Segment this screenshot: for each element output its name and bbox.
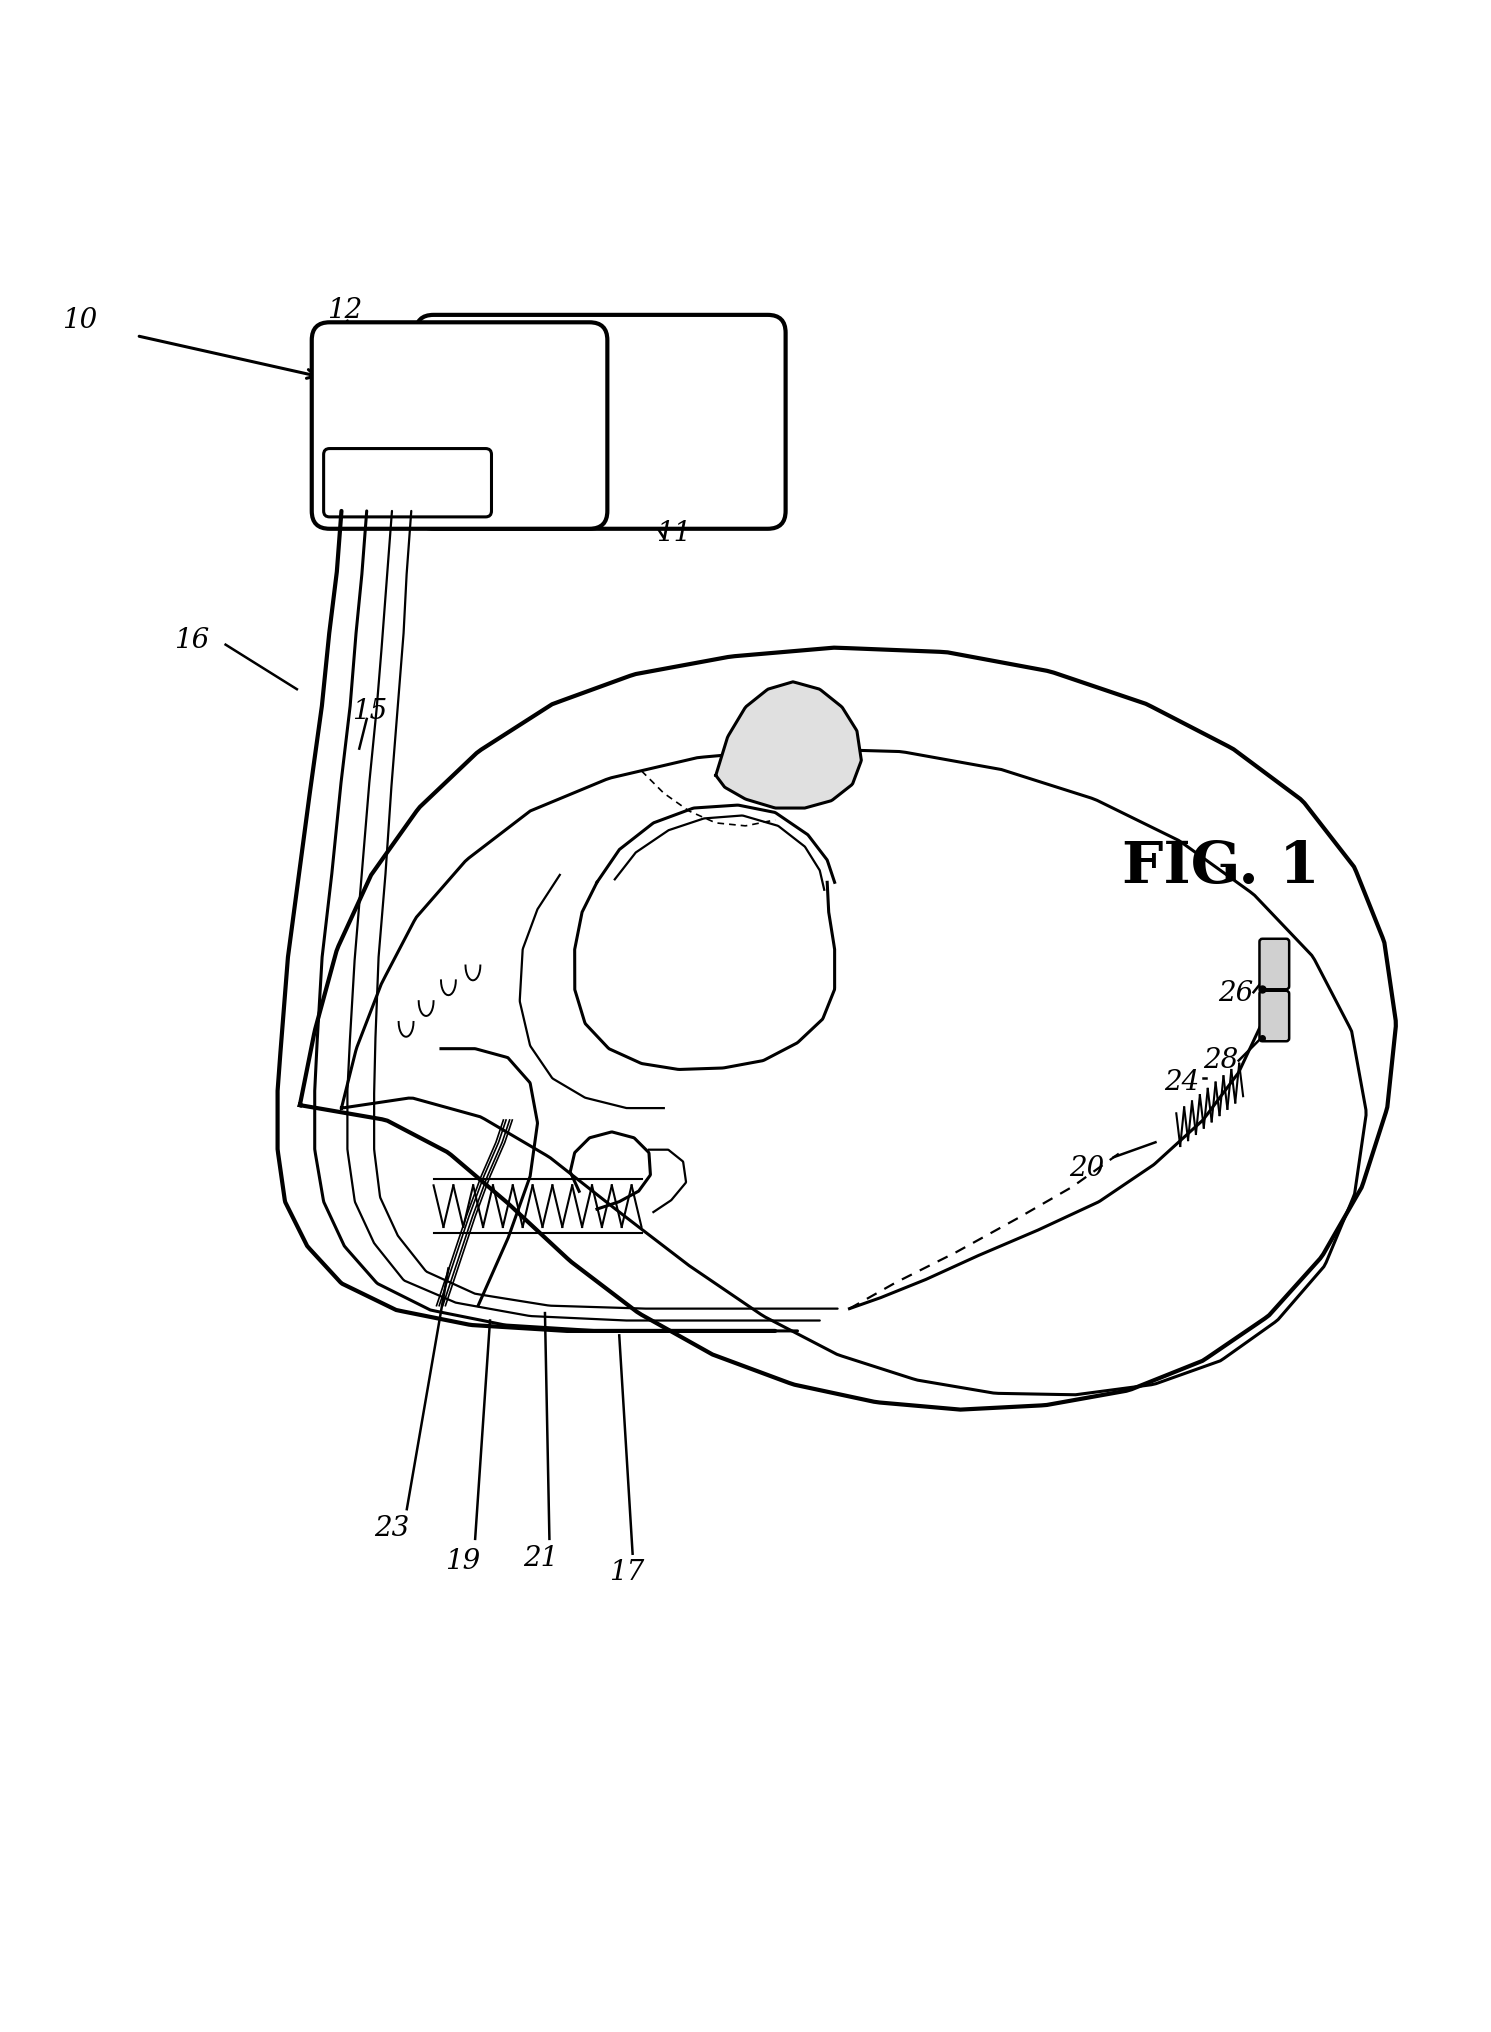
Text: 28: 28 bbox=[1203, 1046, 1238, 1075]
FancyBboxPatch shape bbox=[1260, 939, 1290, 990]
Text: 11: 11 bbox=[656, 520, 692, 547]
Text: 15: 15 bbox=[352, 697, 388, 725]
FancyBboxPatch shape bbox=[324, 449, 492, 516]
Text: 24: 24 bbox=[1164, 1069, 1200, 1097]
Polygon shape bbox=[716, 683, 862, 809]
Text: 20: 20 bbox=[1069, 1156, 1105, 1183]
FancyBboxPatch shape bbox=[1260, 992, 1290, 1040]
Text: FIG. 1: FIG. 1 bbox=[1121, 839, 1320, 896]
FancyBboxPatch shape bbox=[312, 323, 607, 528]
Text: 12: 12 bbox=[327, 297, 362, 323]
Text: 17: 17 bbox=[608, 1559, 644, 1587]
FancyBboxPatch shape bbox=[416, 315, 786, 528]
Text: 10: 10 bbox=[63, 307, 97, 333]
Text: 26: 26 bbox=[1218, 979, 1252, 1008]
Text: 21: 21 bbox=[523, 1544, 558, 1571]
Text: 16: 16 bbox=[173, 626, 209, 654]
Text: 23: 23 bbox=[374, 1516, 410, 1542]
Text: 19: 19 bbox=[446, 1548, 480, 1575]
